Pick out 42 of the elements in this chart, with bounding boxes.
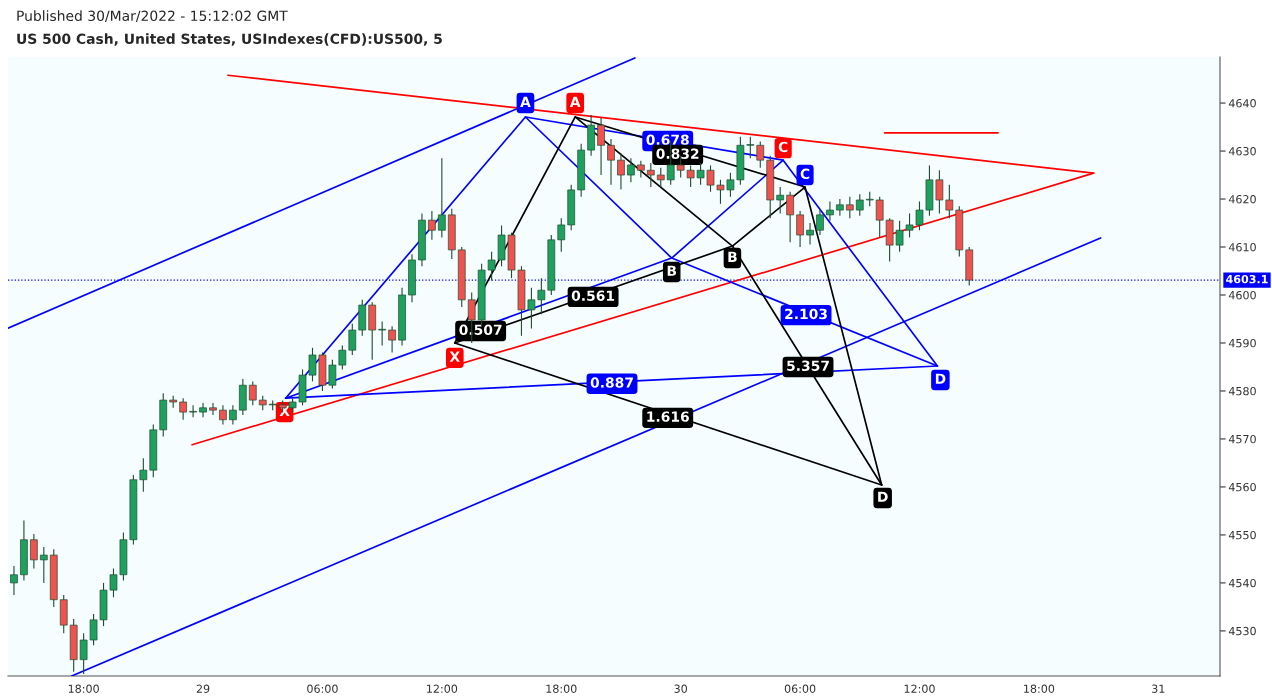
annotation: B — [667, 265, 677, 276]
annotation: 0.561 — [571, 290, 615, 301]
chart-title: Published 30/Mar/2022 - 15:12:02 GMT — [17, 10, 288, 23]
y-tick-label: 4560 — [1228, 482, 1256, 492]
x-tick-label: 12:00 — [904, 684, 935, 693]
chart-subtitle: US 500 Cash, United States, USIndexes(CFD):US500, 5 — [17, 33, 442, 46]
annotation: C — [778, 141, 788, 153]
annotation: 2.103 — [785, 308, 827, 320]
x-tick-label: 12:00 — [427, 684, 458, 693]
y-tick-label: 4610 — [1228, 242, 1256, 252]
y-tick-label: 4580 — [1228, 386, 1256, 396]
y-tick-label: 4620 — [1228, 195, 1256, 204]
annotation: D — [878, 491, 888, 502]
annotation: X — [449, 351, 460, 362]
annotation: 1.616 — [647, 411, 689, 422]
x-tick-label: 29 — [196, 684, 210, 693]
annotation: D — [935, 373, 946, 384]
annotation: 0.507 — [459, 324, 502, 336]
annotation: C — [800, 168, 810, 180]
x-tick-label: 18:00 — [546, 684, 577, 693]
x-tick-label: 06:00 — [784, 684, 816, 693]
y-tick-label: 4630 — [1228, 147, 1256, 156]
y-tick-label: 4600 — [1228, 290, 1256, 300]
annotation: 0.678 — [646, 134, 689, 145]
x-tick-label: 31 — [1152, 684, 1165, 693]
annotation: 0.887 — [590, 377, 633, 388]
x-tick-label: 18:00 — [1024, 684, 1055, 693]
x-tick-label: 06:00 — [307, 684, 338, 693]
y-tick-label: 4550 — [1228, 530, 1256, 540]
y-tick-label: 4640 — [1228, 99, 1256, 108]
annotation: 5.357 — [787, 360, 829, 372]
x-tick-label: 18:00 — [68, 684, 99, 693]
ref-line-label: 4603.1 — [1226, 274, 1268, 284]
y-tick-label: 4540 — [1228, 578, 1256, 588]
y-tick-label: 4590 — [1228, 338, 1256, 348]
y-tick-label: 4570 — [1228, 434, 1256, 444]
x-tick-label: 30 — [674, 684, 687, 693]
annotation: 0.832 — [656, 148, 699, 159]
annotation: B — [728, 251, 737, 262]
y-tick-label: 4530 — [1228, 626, 1256, 636]
annotation: A — [520, 96, 531, 107]
annotation: A — [569, 96, 581, 107]
